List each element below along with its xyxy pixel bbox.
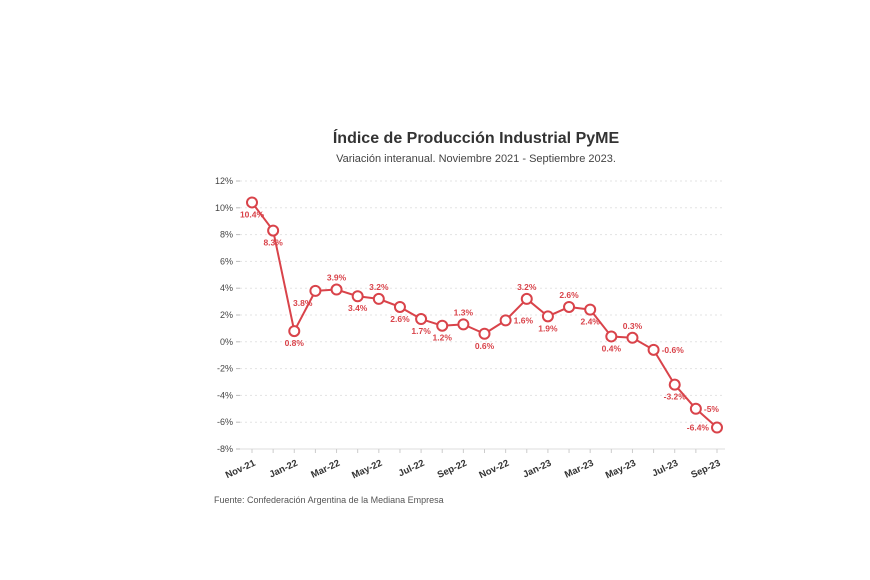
data-point bbox=[541, 310, 554, 323]
chart-title: Índice de Producción Industrial PyME bbox=[332, 130, 620, 147]
data-point bbox=[626, 331, 639, 344]
y-tick-label: 10% bbox=[215, 203, 233, 213]
x-tick-label: Jul-22 bbox=[397, 458, 427, 480]
data-point bbox=[584, 303, 597, 316]
data-label: 0.6% bbox=[475, 341, 495, 351]
data-label: -3.2% bbox=[664, 392, 687, 402]
x-tick-label: Sep-23 bbox=[689, 458, 722, 481]
data-label: 0.4% bbox=[602, 343, 622, 353]
data-point bbox=[478, 327, 491, 340]
x-tick-label: May-22 bbox=[350, 458, 384, 482]
x-tick-label: Mar-22 bbox=[309, 458, 341, 481]
data-point bbox=[499, 314, 512, 327]
data-label: -6.4% bbox=[687, 423, 710, 433]
data-label: 3.9% bbox=[327, 273, 347, 283]
x-tick-label: Jan-22 bbox=[268, 458, 300, 481]
source-note: Fuente: Confederación Argentina de la Me… bbox=[214, 495, 444, 505]
data-point bbox=[711, 421, 723, 434]
data-point bbox=[605, 330, 618, 343]
data-label: 2.6% bbox=[559, 290, 579, 300]
data-point bbox=[520, 292, 533, 305]
y-tick-label: 12% bbox=[215, 176, 233, 186]
data-label: 3.2% bbox=[369, 282, 389, 292]
data-label: 3.8% bbox=[293, 298, 313, 308]
data-label: 3.4% bbox=[348, 303, 368, 313]
x-tick-label: Nov-21 bbox=[224, 457, 258, 481]
y-tick-label: 2% bbox=[220, 310, 233, 320]
y-tick-label: 8% bbox=[220, 230, 233, 240]
data-point bbox=[563, 300, 576, 313]
x-tick-label: Nov-22 bbox=[478, 458, 511, 481]
x-tick-label: Jul-23 bbox=[650, 458, 680, 480]
data-point bbox=[351, 290, 364, 303]
x-tick-label: Jan-23 bbox=[521, 458, 553, 481]
data-point bbox=[372, 292, 385, 305]
data-point bbox=[668, 378, 681, 391]
data-label: 0.8% bbox=[285, 338, 305, 348]
data-label: 1.3% bbox=[454, 307, 474, 317]
y-tick-label: 6% bbox=[220, 256, 233, 266]
data-label: -0.6% bbox=[662, 345, 685, 355]
data-point bbox=[393, 300, 406, 313]
data-label: 1.9% bbox=[538, 323, 558, 333]
data-label: 3.2% bbox=[517, 282, 537, 292]
data-point bbox=[457, 318, 470, 331]
data-point bbox=[689, 402, 702, 415]
x-tick-label: May-23 bbox=[604, 458, 638, 482]
data-label: 1.7% bbox=[411, 326, 431, 336]
data-point bbox=[330, 283, 343, 296]
data-label: -5% bbox=[704, 404, 720, 414]
data-label: 10.4% bbox=[240, 209, 265, 219]
data-label: 0.3% bbox=[623, 321, 643, 331]
data-label: 1.2% bbox=[433, 333, 453, 343]
data-point bbox=[647, 343, 660, 356]
data-point bbox=[415, 313, 428, 326]
data-point bbox=[288, 325, 301, 338]
data-label: 2.4% bbox=[580, 317, 600, 327]
y-tick-label: -8% bbox=[217, 444, 233, 454]
data-point bbox=[309, 284, 322, 297]
data-label: 1.6% bbox=[514, 315, 534, 325]
data-point bbox=[436, 319, 449, 332]
data-point bbox=[246, 196, 258, 209]
data-label: 2.6% bbox=[390, 314, 410, 324]
y-tick-label: 0% bbox=[220, 337, 233, 347]
y-tick-label: 4% bbox=[220, 283, 233, 293]
x-tick-label: Sep-22 bbox=[436, 458, 469, 481]
y-tick-label: -4% bbox=[217, 390, 233, 400]
data-point bbox=[267, 224, 280, 237]
data-label: 8.3% bbox=[263, 238, 283, 248]
x-tick-label: Mar-23 bbox=[563, 458, 595, 481]
y-tick-label: -6% bbox=[217, 417, 233, 427]
chart-subtitle: Variación interanual. Noviembre 2021 - S… bbox=[336, 153, 616, 165]
y-tick-label: -2% bbox=[217, 364, 233, 374]
